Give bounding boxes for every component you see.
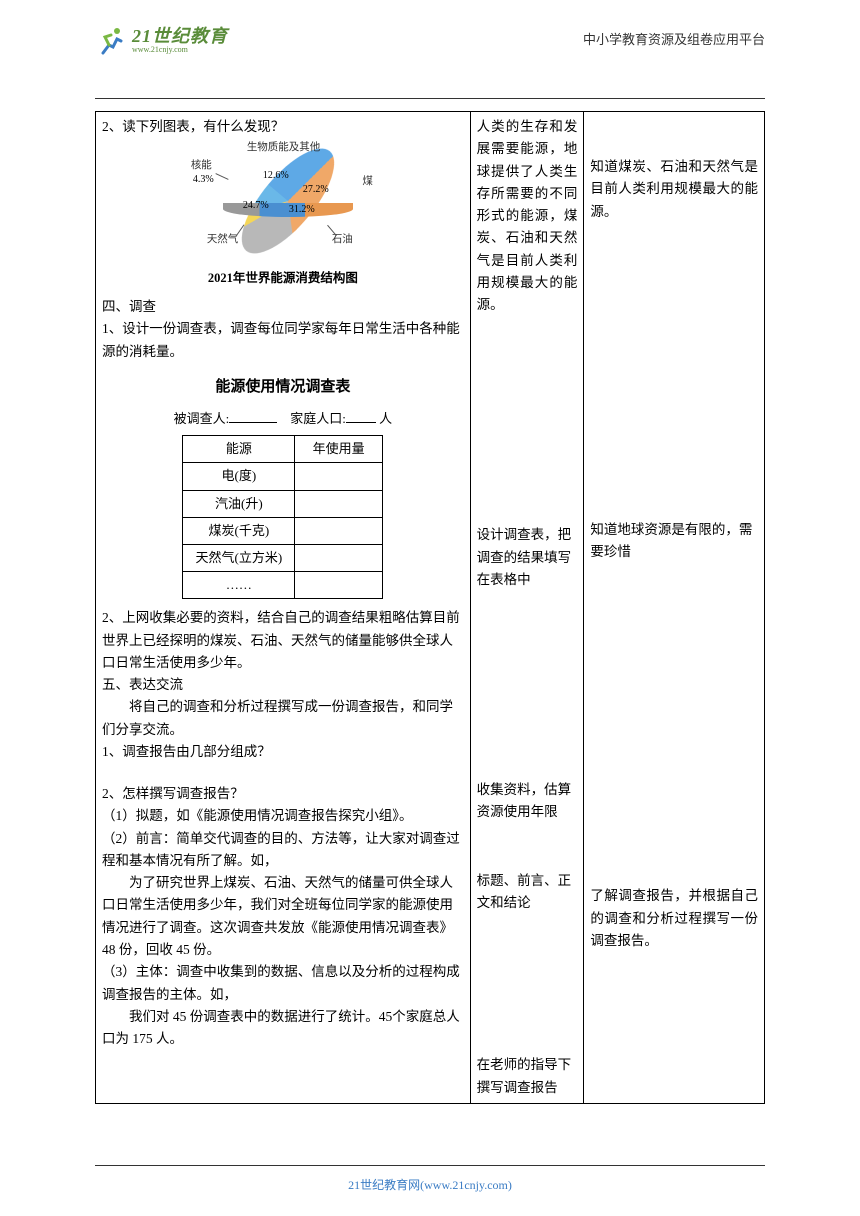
footer-divider: [95, 1165, 765, 1166]
page-footer: 21世纪教育网(www.21cnjy.com): [0, 1165, 860, 1194]
survey-row: ……: [183, 572, 383, 599]
page-content: 2、读下列图表，有什么发现？ 生物质能及其他 核能 4.3% 12.6% 27.…: [0, 99, 860, 1104]
page-header: 21世纪教育 www.21cnjy.com 中小学教育资源及组卷应用平台: [0, 0, 860, 90]
logo-url-text: www.21cnjy.com: [132, 46, 228, 54]
pie-label-biomass: 生物质能及其他: [247, 142, 321, 154]
logo-runner-icon: [95, 25, 127, 57]
answer-row-3: 收集资料，估算资源使用年限: [477, 779, 578, 824]
section-5-a1: （1）拟题，如《能源使用情况调查报告探究小组》。: [102, 805, 464, 827]
header-subtitle: 中小学教育资源及组卷应用平台: [583, 25, 765, 48]
section-5-intro: 将自己的调查和分析过程撰写成一份调查报告，和同学们分享交流。: [102, 696, 464, 741]
energy-pie-chart: 生物质能及其他 核能 4.3% 12.6% 27.2% 煤 24.7% 31.2…: [203, 146, 363, 256]
survey-col-usage: 年使用量: [295, 436, 383, 463]
answer-row-4: 标题、前言、正文和结论: [477, 870, 578, 915]
section-5-title: 五、表达交流: [102, 674, 464, 696]
survey-col-energy: 能源: [183, 436, 295, 463]
pie-label-coal: 煤: [362, 176, 373, 188]
survey-meta: 被调查人: 家庭人口: 人: [102, 408, 464, 429]
note-row-3: 了解调查报告，并根据自己的调查和分析过程撰写一份调查报告。: [590, 885, 758, 952]
logo-text: 21世纪教育 www.21cnjy.com: [132, 27, 228, 54]
answers-column: 人类的生存和发展需要能源，地球提供了人类生存所需要的不同形式的能源，煤炭、石油和…: [470, 112, 584, 1104]
survey-row: 汽油(升): [183, 490, 383, 517]
survey-row: 煤炭(千克): [183, 517, 383, 544]
section-5-a3-body: 我们对 45 份调查表中的数据进行了统计。45个家庭总人口为 175 人。: [102, 1006, 464, 1051]
section-5-a2: （2）前言：简单交代调查的目的、方法等，让大家对调查过程和基本情况有所了解。如，: [102, 828, 464, 873]
section-4-title: 四、调查: [102, 296, 464, 318]
survey-row: 天然气(立方米): [183, 544, 383, 571]
section-5-q1: 1、调查报告由几部分组成？: [102, 741, 464, 763]
survey-header-row: 能源 年使用量: [183, 436, 383, 463]
answer-row-2: 设计调查表，把调查的结果填写在表格中: [477, 524, 578, 591]
notes-column: 知道煤炭、石油和天然气是目前人类利用规模最大的能源。 知道地球资源是有限的，需要…: [584, 112, 765, 1104]
logo: 21世纪教育 www.21cnjy.com: [95, 25, 228, 57]
pie-label-nuclear: 核能: [191, 160, 212, 172]
survey-unit: 人: [379, 411, 392, 426]
note-row-1: 知道煤炭、石油和天然气是目前人类利用规模最大的能源。: [590, 156, 758, 223]
survey-row: 电(度): [183, 463, 383, 490]
section-5-a3: （3）主体：调查中收集到的数据、信息以及分析的过程构成调查报告的主体。如，: [102, 961, 464, 1006]
survey-person-blank: [229, 422, 277, 423]
pie-pct-biomass: 12.6%: [263, 168, 289, 185]
survey-table: 能源 年使用量 电(度) 汽油(升) 煤炭(千克) 天然气(立方米) ……: [182, 435, 383, 599]
pie-chart-title: 2021年世界能源消费结构图: [102, 268, 464, 289]
pie-chart-container: 生物质能及其他 核能 4.3% 12.6% 27.2% 煤 24.7% 31.2…: [102, 146, 464, 288]
pie-pct-coal: 27.2%: [303, 182, 329, 199]
survey-title: 能源使用情况调查表: [102, 375, 464, 400]
footer-text: 21世纪教育网(www.21cnjy.com): [348, 1178, 512, 1192]
section-4-q1: 1、设计一份调查表，调查每位同学家每年日常生活中各种能源的消耗量。: [102, 318, 464, 363]
survey-family-blank: [346, 422, 376, 423]
section-5-q2: 2、怎样撰写调查报告？: [102, 783, 464, 805]
survey-form: 能源使用情况调查表 被调查人: 家庭人口: 人 能源 年使用量 电(度) 汽: [102, 375, 464, 599]
pie-label-gas: 天然气: [207, 234, 239, 246]
answer-row-1: 人类的生存和发展需要能源，地球提供了人类生存所需要的不同形式的能源，煤炭、石油和…: [477, 116, 578, 316]
lesson-table: 2、读下列图表，有什么发现？ 生物质能及其他 核能 4.3% 12.6% 27.…: [95, 111, 765, 1104]
section-5-a2-body: 为了研究世界上煤炭、石油、天然气的储量可供全球人口日常生活使用多少年，我们对全班…: [102, 872, 464, 961]
answer-row-5: 在老师的指导下撰写调查报告: [477, 1054, 578, 1099]
survey-person-label: 被调查人:: [174, 411, 230, 426]
content-column: 2、读下列图表，有什么发现？ 生物质能及其他 核能 4.3% 12.6% 27.…: [96, 112, 471, 1104]
pie-pct-nuclear: 4.3%: [193, 172, 214, 189]
pie-pct-oil: 31.2%: [289, 202, 315, 219]
note-row-2: 知道地球资源是有限的，需要珍惜: [590, 519, 758, 564]
survey-family-label: 家庭人口:: [290, 411, 346, 426]
pie-pct-gas: 24.7%: [243, 198, 269, 215]
question-2: 2、读下列图表，有什么发现？: [102, 116, 464, 138]
logo-main-text: 21世纪教育: [132, 27, 228, 46]
section-4-q2: 2、上网收集必要的资料，结合自己的调查结果粗略估算目前世界上已经探明的煤炭、石油…: [102, 607, 464, 674]
